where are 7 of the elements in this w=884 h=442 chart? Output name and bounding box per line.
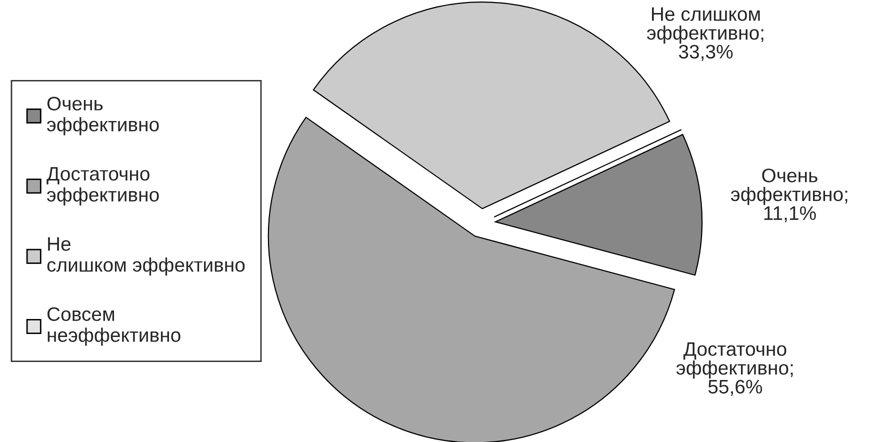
legend-label: Очень эффективно (47, 96, 159, 136)
legend-label: Совсем неэффективно (47, 307, 180, 346)
legend-label: Не слишком эффективно (47, 237, 245, 276)
data-label: Не слишком эффективно; 33,3% (647, 7, 764, 61)
data-label: Достаточно эффективно; 55,6% (676, 342, 793, 396)
data-label: Очень эффективно; 11,1% (730, 168, 848, 222)
legend-label: Достаточно эффективно (46, 167, 159, 206)
